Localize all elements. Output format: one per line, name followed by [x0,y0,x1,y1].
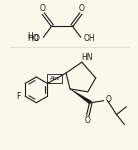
Text: H: H [27,32,33,41]
Polygon shape [70,89,92,104]
Text: O: O [79,4,85,13]
Text: O: O [33,34,39,43]
Text: O: O [39,4,45,13]
Text: F: F [16,92,20,101]
Text: HN: HN [81,53,93,62]
Text: OH: OH [84,34,95,43]
Text: O: O [85,116,91,125]
Text: O: O [106,95,112,104]
Text: Abs: Abs [50,76,60,81]
FancyBboxPatch shape [47,74,62,83]
Text: HO: HO [28,34,39,43]
